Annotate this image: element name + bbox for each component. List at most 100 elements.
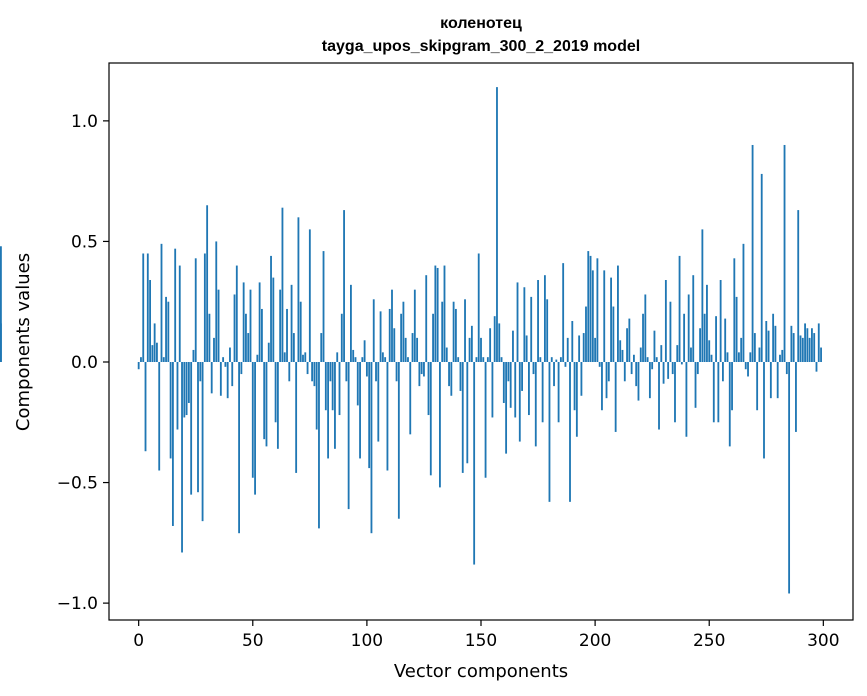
bar <box>699 328 702 362</box>
bar <box>491 362 494 418</box>
bar <box>591 270 594 362</box>
bar <box>614 362 617 432</box>
bar <box>261 308 263 362</box>
bar <box>377 362 380 442</box>
bar <box>797 210 800 362</box>
bar <box>799 335 802 362</box>
chart-title: коленотец <box>440 15 522 32</box>
bar <box>512 330 514 362</box>
bar <box>274 362 277 423</box>
bar <box>311 362 314 382</box>
bar <box>633 354 635 362</box>
bar <box>210 362 213 394</box>
bar <box>329 362 332 382</box>
bar <box>142 253 145 362</box>
bar <box>379 311 382 362</box>
bar <box>528 362 530 416</box>
bar <box>680 362 683 365</box>
bar <box>674 362 676 423</box>
bar <box>217 289 220 362</box>
bar <box>548 362 551 502</box>
bar <box>623 362 626 382</box>
bar <box>612 306 615 362</box>
bar <box>642 313 644 362</box>
bar <box>564 362 567 367</box>
bar <box>785 362 788 375</box>
bar <box>660 345 663 362</box>
bar <box>530 296 533 362</box>
bar <box>493 316 496 362</box>
bar <box>370 362 373 534</box>
bar <box>158 362 161 471</box>
bar <box>171 362 174 526</box>
bar <box>245 313 247 362</box>
bar <box>811 328 813 362</box>
bar <box>313 362 316 387</box>
bar <box>350 284 352 362</box>
bar <box>222 357 225 362</box>
bar <box>165 296 167 362</box>
bar <box>509 362 512 408</box>
bar <box>523 287 526 362</box>
bar <box>267 342 270 362</box>
bar <box>701 229 704 362</box>
bar <box>388 308 391 362</box>
bar <box>489 328 492 362</box>
bar <box>516 282 519 362</box>
bar <box>795 362 797 432</box>
bar <box>731 362 733 411</box>
bar <box>359 362 361 459</box>
bar <box>176 362 179 430</box>
bar <box>502 362 505 403</box>
bar <box>617 265 619 362</box>
bar <box>162 357 165 362</box>
bar <box>605 362 608 399</box>
bar <box>655 357 658 362</box>
bar <box>781 349 784 362</box>
y-axis-label: Components values <box>13 253 34 431</box>
bar <box>815 362 818 372</box>
bar <box>315 362 318 430</box>
bar <box>288 362 291 382</box>
bar <box>637 362 640 401</box>
bar <box>662 362 665 384</box>
bar <box>208 313 211 362</box>
bar <box>758 347 761 362</box>
bar <box>477 253 480 362</box>
bar <box>751 144 754 362</box>
bar <box>717 362 720 423</box>
bar <box>439 362 441 488</box>
bar <box>587 251 590 362</box>
bar <box>295 362 298 473</box>
bar <box>276 362 279 449</box>
bar <box>432 313 434 362</box>
bar <box>708 340 711 362</box>
bar <box>302 354 304 362</box>
bar <box>279 289 282 362</box>
bar <box>334 362 336 449</box>
bar <box>715 316 717 362</box>
bar <box>194 258 197 362</box>
bar <box>224 362 227 367</box>
bar <box>557 362 560 423</box>
bar <box>543 275 546 362</box>
bar <box>644 294 647 362</box>
bar <box>174 248 177 362</box>
bar <box>411 333 414 362</box>
bar <box>774 325 777 362</box>
bar <box>372 299 375 362</box>
bar <box>308 229 311 362</box>
bar <box>685 362 688 437</box>
bar <box>213 337 215 362</box>
bar <box>338 362 341 416</box>
bar <box>413 289 416 362</box>
bar <box>420 362 423 375</box>
bar <box>286 308 288 362</box>
bar <box>690 347 692 362</box>
bar <box>192 349 195 362</box>
bar <box>468 337 471 362</box>
bar <box>589 255 592 362</box>
bar <box>146 253 149 362</box>
bar <box>578 335 581 362</box>
bar <box>628 318 631 362</box>
